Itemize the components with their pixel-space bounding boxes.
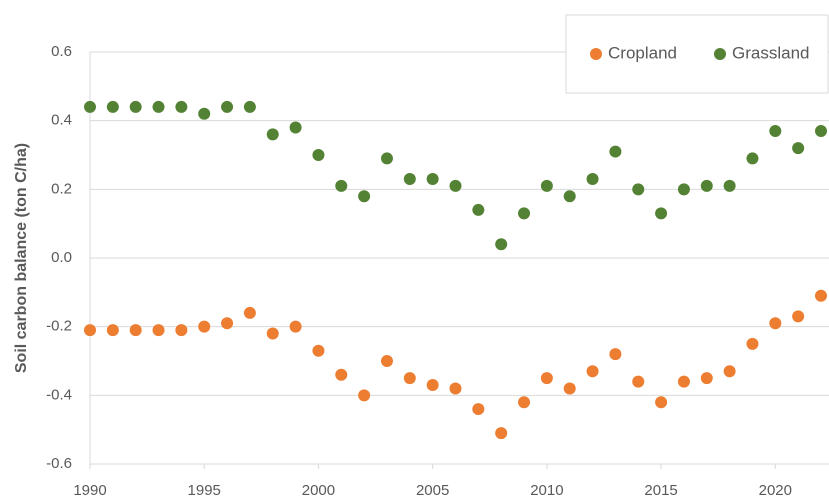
point <box>769 124 782 137</box>
point <box>106 100 119 113</box>
point <box>677 183 690 196</box>
point <box>243 306 256 319</box>
point <box>723 179 736 192</box>
point <box>289 121 302 134</box>
y-tick-label: 0.0 <box>51 249 72 266</box>
point <box>312 344 325 357</box>
point <box>518 396 531 409</box>
y-tick-label: -0.2 <box>46 318 72 335</box>
point <box>495 238 508 251</box>
point <box>152 324 165 337</box>
point <box>129 324 142 337</box>
point <box>380 152 393 165</box>
point <box>335 179 348 192</box>
point <box>358 389 371 402</box>
point <box>358 190 371 203</box>
x-tick-label: 1995 <box>188 482 221 499</box>
point <box>540 179 553 192</box>
point <box>266 327 279 340</box>
point <box>84 324 96 337</box>
x-tick-label: 1990 <box>73 482 106 499</box>
point <box>152 100 165 113</box>
legend-marker <box>714 48 726 60</box>
x-tick-label: 2010 <box>530 482 563 499</box>
point <box>495 427 508 440</box>
point <box>221 100 234 113</box>
point <box>312 149 325 161</box>
point <box>563 382 576 395</box>
point <box>243 100 256 113</box>
point <box>129 100 142 113</box>
y-tick-label: 0.2 <box>51 180 72 197</box>
point <box>84 100 96 113</box>
point <box>677 375 690 388</box>
point <box>289 320 302 333</box>
point <box>792 142 805 155</box>
point <box>632 183 645 196</box>
point <box>655 207 668 220</box>
legend-label: Cropland <box>608 43 677 62</box>
point <box>449 382 462 395</box>
point <box>563 190 576 203</box>
point <box>746 337 759 350</box>
point <box>198 320 211 333</box>
point <box>198 107 211 120</box>
y-tick-label: 0.6 <box>51 43 72 60</box>
point <box>700 372 713 385</box>
point <box>266 128 279 141</box>
point <box>632 375 645 388</box>
point <box>586 173 599 186</box>
point <box>403 372 416 385</box>
point <box>815 289 827 302</box>
x-tick-label: 2000 <box>302 482 335 499</box>
point <box>221 317 234 330</box>
point <box>815 124 827 137</box>
point <box>792 310 805 323</box>
point <box>175 324 188 337</box>
point <box>769 317 782 330</box>
point <box>426 173 439 186</box>
point <box>380 355 393 367</box>
point <box>700 179 713 192</box>
y-tick-label: 0.4 <box>51 112 72 129</box>
point <box>449 179 462 192</box>
point <box>403 173 416 186</box>
point <box>335 368 348 381</box>
point <box>586 365 599 378</box>
point <box>426 379 439 392</box>
point <box>609 348 622 361</box>
point <box>746 152 759 165</box>
point <box>472 403 485 416</box>
x-tick-label: 2005 <box>416 482 449 499</box>
point <box>175 100 188 113</box>
point <box>106 324 119 337</box>
point <box>655 396 668 409</box>
x-tick-label: 2015 <box>644 482 677 499</box>
y-tick-label: -0.6 <box>46 455 72 472</box>
point <box>609 145 622 158</box>
point <box>540 372 553 385</box>
point <box>472 203 485 216</box>
legend-marker <box>590 48 602 60</box>
y-axis-label: Soil carbon balance (ton C/ha) <box>13 143 30 373</box>
y-tick-label: -0.4 <box>46 386 72 403</box>
legend-box <box>565 14 829 94</box>
x-tick-label: 2020 <box>759 482 792 499</box>
legend-label: Grassland <box>732 43 809 62</box>
point <box>723 365 736 378</box>
point <box>518 207 531 220</box>
